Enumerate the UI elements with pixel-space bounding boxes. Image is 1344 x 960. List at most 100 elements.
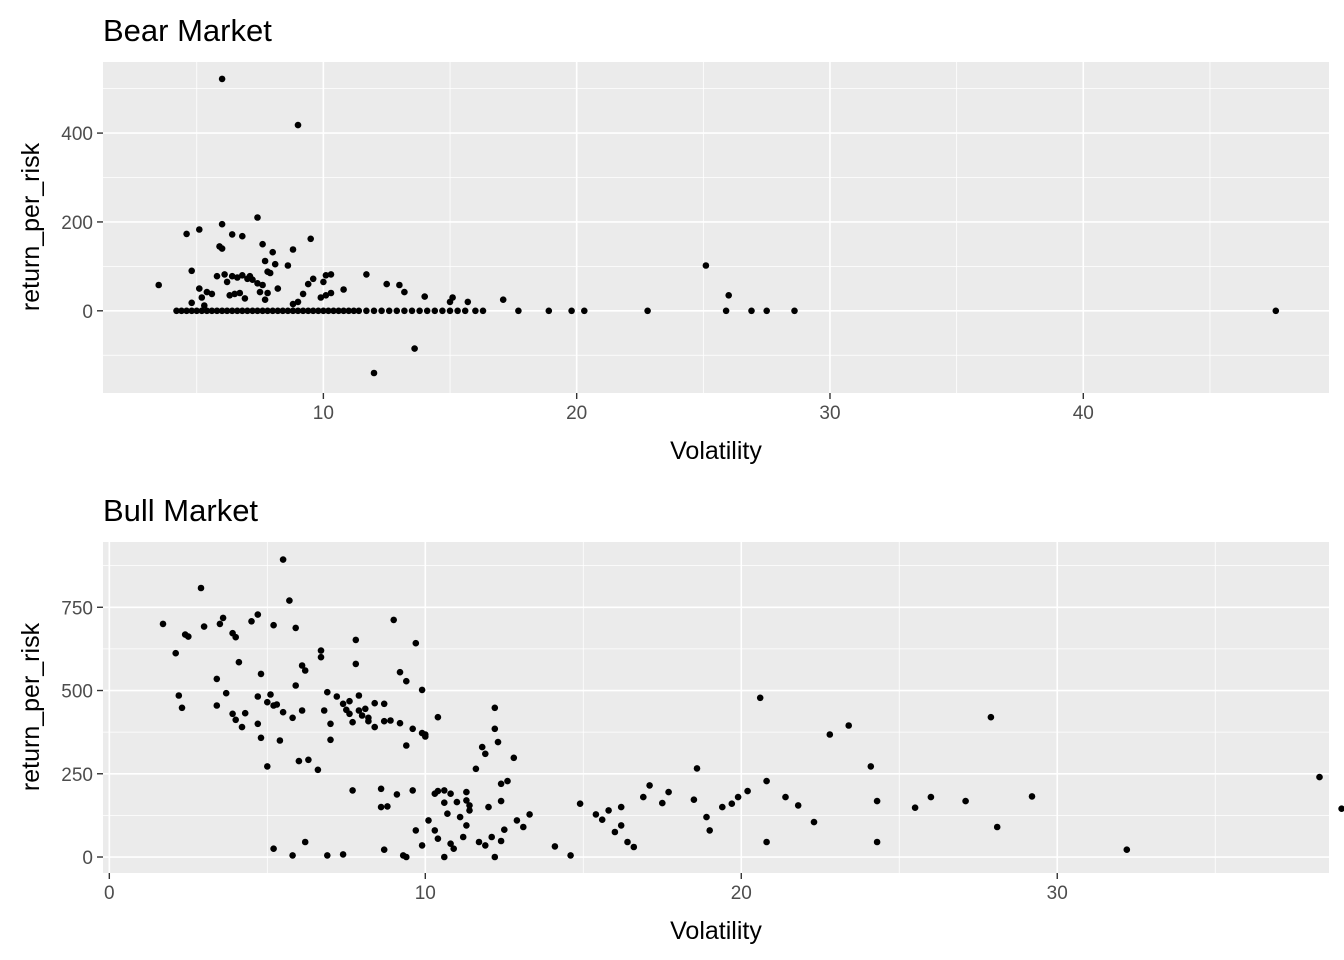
data-point: [380, 717, 388, 725]
y-tick-label: 200: [61, 213, 93, 234]
data-point: [274, 307, 282, 315]
x-tick-label: 10: [415, 883, 436, 904]
data-point: [267, 691, 274, 698]
data-point: [459, 833, 467, 841]
data-point: [472, 765, 480, 773]
data-point: [409, 725, 417, 733]
data-point: [581, 307, 588, 315]
data-point: [706, 827, 713, 834]
data-point: [218, 245, 226, 252]
data-point: [421, 293, 429, 300]
data-point: [228, 231, 236, 238]
data-point: [196, 285, 203, 292]
data-point: [362, 705, 369, 713]
data-point: [213, 702, 221, 709]
data-point: [501, 826, 508, 833]
data-point: [340, 286, 347, 293]
x-tick-label: 40: [1073, 403, 1094, 424]
data-point: [370, 369, 378, 377]
data-point: [513, 817, 521, 824]
data-point: [396, 668, 404, 676]
data-point: [198, 294, 206, 301]
data-point: [185, 633, 192, 640]
data-point: [479, 307, 487, 315]
data-point: [748, 307, 755, 315]
data-point: [269, 248, 277, 256]
data-point: [345, 307, 353, 315]
data-point: [447, 790, 454, 797]
data-point: [826, 731, 834, 738]
data-point: [371, 723, 379, 731]
data-point: [213, 675, 221, 683]
data-point: [598, 816, 606, 823]
data-point: [200, 623, 208, 630]
data-point: [475, 838, 483, 846]
data-point: [333, 693, 341, 700]
y-tick-label: 250: [61, 765, 93, 786]
data-point: [444, 810, 451, 817]
data-point: [294, 298, 302, 306]
data-points: [155, 75, 1280, 377]
data-point: [412, 827, 420, 834]
data-point: [485, 803, 492, 811]
data-point: [269, 307, 277, 315]
x-axis-title: Volatility: [670, 437, 762, 465]
data-point: [340, 307, 347, 315]
data-point: [461, 307, 469, 315]
data-point: [756, 694, 764, 702]
data-point: [690, 796, 698, 803]
data-point: [409, 787, 417, 794]
data-point: [488, 833, 496, 841]
data-point: [646, 782, 653, 789]
data-point: [201, 302, 208, 309]
chart-title: Bear Market: [103, 13, 272, 48]
data-point: [254, 214, 261, 221]
data-point: [763, 307, 770, 315]
data-point: [418, 842, 426, 849]
data-point: [203, 288, 211, 296]
data-point: [289, 714, 296, 722]
data-point: [478, 743, 486, 751]
data-point: [241, 709, 249, 717]
data-point: [292, 624, 300, 632]
data-point: [232, 633, 239, 641]
data-point: [286, 597, 293, 604]
data-point: [466, 807, 473, 814]
data-point: [223, 278, 231, 286]
data-point: [320, 307, 327, 315]
data-point: [339, 851, 347, 858]
data-point: [259, 307, 266, 315]
data-point: [352, 660, 360, 668]
data-point: [183, 230, 190, 238]
data-point: [423, 307, 431, 315]
data-point: [380, 846, 388, 853]
data-point: [254, 693, 262, 700]
y-axis: 0 200 400: [61, 124, 103, 323]
data-point: [355, 692, 363, 699]
data-point: [324, 852, 331, 859]
data-point: [276, 737, 284, 744]
gridlines: [103, 542, 1329, 873]
data-point: [401, 288, 408, 296]
data-point: [289, 307, 297, 315]
data-point: [256, 288, 264, 296]
data-point: [222, 689, 230, 697]
data-point: [453, 798, 461, 806]
data-point: [463, 822, 470, 829]
data-point: [257, 734, 265, 742]
data-point: [592, 811, 600, 818]
data-point: [482, 750, 489, 758]
x-tick-label: 20: [731, 883, 752, 904]
data-point: [441, 799, 448, 806]
data-point: [298, 707, 306, 714]
data-point: [617, 803, 625, 811]
data-point: [873, 797, 881, 805]
data-point: [725, 292, 732, 299]
data-point: [317, 653, 325, 661]
data-point: [466, 802, 473, 809]
data-point: [510, 754, 518, 762]
data-point: [350, 307, 358, 315]
data-point: [196, 226, 203, 233]
data-point: [301, 838, 309, 846]
data-point: [568, 307, 575, 315]
